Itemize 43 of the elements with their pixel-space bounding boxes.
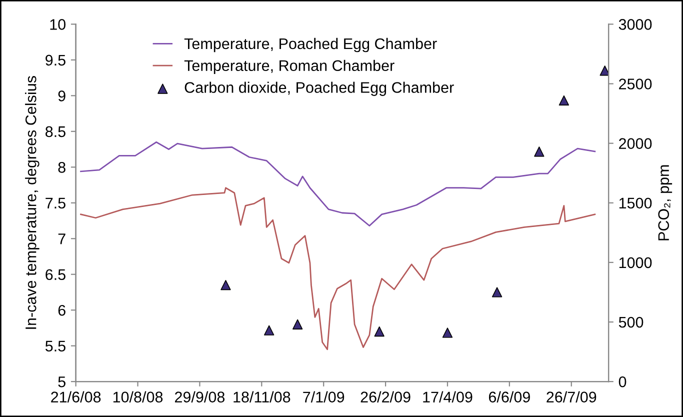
x-tick-label: 10/8/08 <box>113 391 163 402</box>
point <box>600 66 609 76</box>
x-tick-label: 18/11/08 <box>234 391 290 402</box>
y-tick-label: 6.5 <box>46 269 66 280</box>
y-axis-title: In-cave temperature, degrees Celsius <box>25 76 40 329</box>
y-tick-label: 7 <box>58 234 66 244</box>
legend-label: Temperature, Poached Egg Chamber <box>184 38 437 52</box>
y-tick-label: 5.5 <box>45 340 66 352</box>
x-tick-label: 17/4/09 <box>423 391 472 402</box>
y-tick-label: 9 <box>58 90 66 102</box>
x-tick-label: 26/2/09 <box>360 391 410 402</box>
y-tick-label: 9.5 <box>46 54 66 66</box>
line-series <box>80 187 596 350</box>
point <box>442 328 453 338</box>
y2-tick-label: 1500 <box>619 198 652 209</box>
y-tick-label: 10 <box>50 19 66 30</box>
point <box>492 287 502 298</box>
y-tick-label: 5 <box>58 376 66 388</box>
y2-tick-label: 2000 <box>619 138 652 149</box>
legend-label: Temperature, Roman Chamber <box>184 60 394 74</box>
point <box>264 325 274 336</box>
line-series <box>80 141 596 226</box>
y2-tick-label: 0 <box>618 376 626 388</box>
y2-axis-title: PCO₂, ppm <box>658 165 672 240</box>
y-tick-label: 7.5 <box>46 198 66 209</box>
point <box>534 146 544 157</box>
x-tick-label: 21/6/08 <box>51 391 101 402</box>
y-tick-label: 8 <box>58 162 66 173</box>
y2-tick-label: 3000 <box>618 19 652 30</box>
y2-tick-label: 2500 <box>619 78 652 90</box>
y-tick-label: 8.5 <box>46 126 66 138</box>
x-tick-label: 6/6/09 <box>488 391 530 402</box>
x-tick-label: 7/1/09 <box>303 391 344 402</box>
y2-tick-label: 500 <box>618 316 644 328</box>
x-tick-label: 26/7/09 <box>546 391 596 402</box>
point <box>374 326 384 337</box>
point <box>292 319 303 330</box>
point <box>220 280 231 290</box>
point <box>558 95 570 106</box>
x-tick-label: 29/9/08 <box>174 391 225 402</box>
y-tick-label: 6 <box>58 304 66 316</box>
y2-tick-label: 1000 <box>619 257 652 268</box>
legend-label: Carbon dioxide, Poached Egg Chamber <box>184 82 454 96</box>
